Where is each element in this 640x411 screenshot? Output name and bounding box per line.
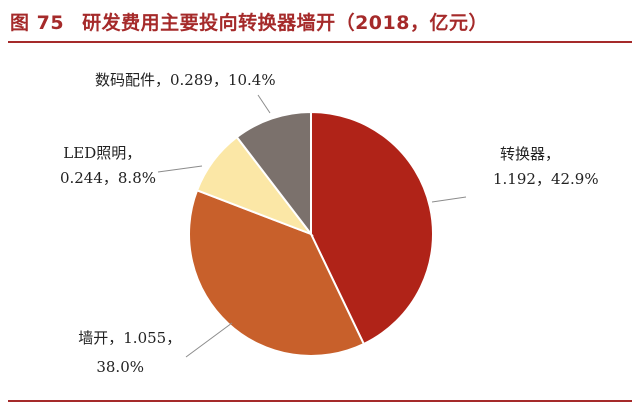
slice-converter xyxy=(310,110,435,346)
bottom-divider xyxy=(8,400,632,402)
chart-title: 图 75 研发费用主要投向转换器墙开（2018，亿元） xyxy=(10,8,488,35)
leader-converter xyxy=(431,196,467,203)
top-divider xyxy=(8,41,632,43)
leader-led xyxy=(157,165,203,173)
leader-wall-switch xyxy=(185,322,233,358)
figure-number: 图 75 xyxy=(10,12,65,34)
figure-title: 研发费用主要投向转换器墙开（2018，亿元） xyxy=(82,12,488,34)
leader-digital-accessories xyxy=(257,94,271,114)
slice-wall-switch xyxy=(188,189,366,358)
slice-digital-accessories xyxy=(235,110,312,237)
pie-slices xyxy=(188,110,435,358)
leader-lines xyxy=(157,94,467,358)
slice-label-led: LED照明， 0.244，8.8% xyxy=(60,144,156,187)
slice-label-wall-switch: 墙开，1.055， 38.0% xyxy=(78,329,186,376)
slice-label-digital-accessories: 数码配件，0.289，10.4% xyxy=(95,71,276,89)
slice-label-converter: 转换器， 1.192，42.9% xyxy=(493,145,599,188)
